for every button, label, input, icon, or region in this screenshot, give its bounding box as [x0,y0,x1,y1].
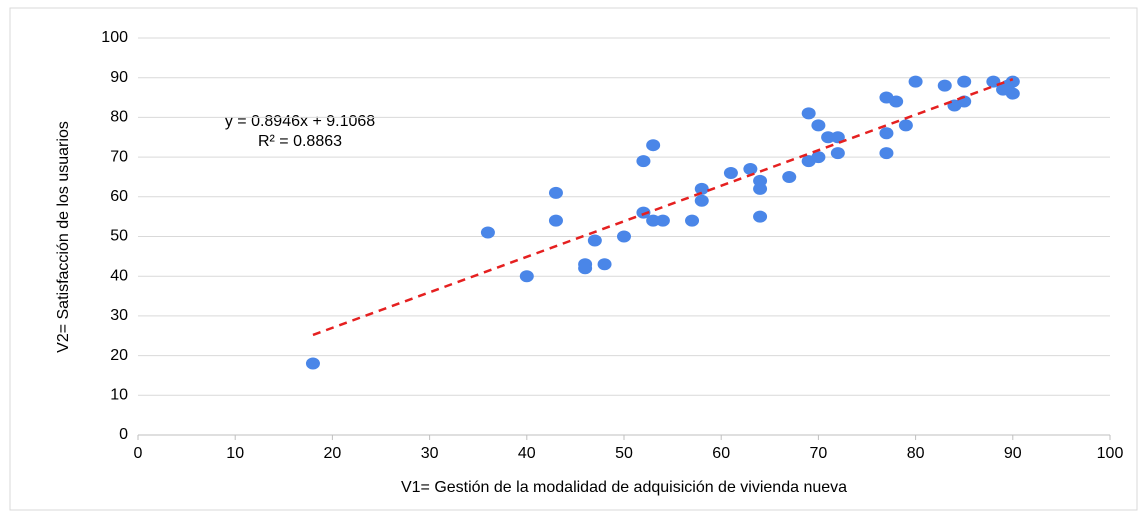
x-tick-label: 40 [518,445,536,462]
point [655,214,670,227]
point [636,206,651,219]
x-tick-label: 90 [1004,445,1022,462]
chart-frame [9,7,1138,511]
x-tick-label: 0 [134,445,143,462]
x-tick-label: 10 [226,445,244,462]
y-tick-label: 30 [110,307,128,324]
point [587,234,602,247]
x-tick-label: 20 [324,445,342,462]
x-tick-label: 60 [712,445,730,462]
point [821,131,836,144]
point [889,95,904,108]
point [636,155,651,168]
trend-equation: y = 0.8946x + 9.1068 [225,113,375,130]
point [937,79,952,92]
y-tick-label: 10 [110,387,128,404]
y-tick-label: 40 [110,267,128,284]
point [811,151,826,164]
point [743,163,758,176]
y-tick-label: 100 [101,29,128,46]
point [519,270,534,283]
point [753,210,768,223]
trendline [312,78,1014,337]
point [685,214,700,227]
point [548,214,563,227]
y-tick-label: 50 [110,228,128,245]
point [879,127,894,140]
x-tick-label: 50 [615,445,633,462]
point [694,182,709,195]
x-tick-label: 100 [1097,445,1124,462]
point [548,186,563,199]
point [578,262,593,275]
point [957,75,972,88]
point [898,119,913,132]
point [782,170,797,183]
point [753,182,768,195]
point [723,166,738,179]
point [617,230,631,243]
x-tick-label: 30 [421,445,439,462]
y-tick-label: 90 [110,69,128,86]
y-tick-label: 0 [119,426,128,443]
point [1005,75,1020,88]
x-axis-label: V1= Gestión de la modalidad de adquisici… [401,479,847,496]
y-tick-label: 70 [110,148,128,165]
y-tick-label: 20 [110,347,128,364]
point [830,147,845,160]
point [830,131,845,144]
point [480,226,495,239]
point [801,107,816,120]
point [879,147,894,160]
y-tick-label: 80 [110,109,128,126]
point [305,357,320,370]
point [811,119,826,132]
y-axis-label: V2= Satisfacción de los usuarios [55,121,72,353]
point [646,139,661,152]
x-tick-label: 80 [907,445,925,462]
point [646,214,661,227]
point [1005,87,1020,100]
point [597,258,612,271]
y-tick-label: 60 [110,188,128,205]
point [694,194,709,207]
trend-r2: R² = 0.8863 [258,133,342,150]
point [908,75,923,88]
x-tick-label: 70 [810,445,828,462]
